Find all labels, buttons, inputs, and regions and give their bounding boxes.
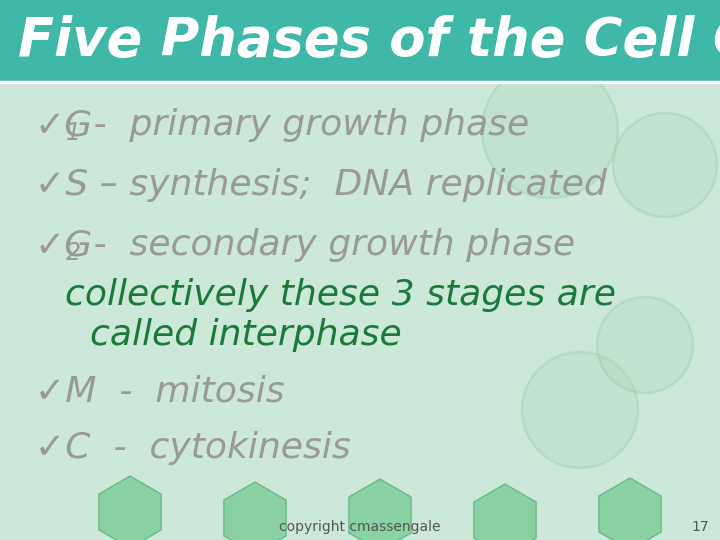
Polygon shape [599, 478, 661, 540]
Text: 17: 17 [691, 520, 708, 534]
Text: -  secondary growth phase: - secondary growth phase [82, 228, 575, 262]
Text: copyright cmassengale: copyright cmassengale [279, 520, 441, 534]
Text: 2: 2 [66, 241, 81, 265]
Text: ✓C  -  cytokinesis: ✓C - cytokinesis [35, 431, 351, 465]
Text: -  primary growth phase: - primary growth phase [82, 108, 529, 142]
Circle shape [613, 113, 717, 217]
Circle shape [597, 297, 693, 393]
Text: 1: 1 [66, 121, 81, 145]
Polygon shape [474, 484, 536, 540]
Text: ✓M  -  mitosis: ✓M - mitosis [35, 375, 284, 409]
Polygon shape [348, 479, 411, 540]
Text: Five Phases of the Cell Cycle: Five Phases of the Cell Cycle [18, 15, 720, 67]
Circle shape [522, 352, 638, 468]
Polygon shape [224, 482, 286, 540]
Polygon shape [99, 476, 161, 540]
Text: ✓G: ✓G [35, 108, 94, 142]
Text: ✓G: ✓G [35, 228, 94, 262]
Circle shape [482, 62, 618, 198]
Text: ✓S – synthesis;  DNA replicated: ✓S – synthesis; DNA replicated [35, 168, 607, 202]
FancyBboxPatch shape [0, 0, 720, 82]
Text: collectively these 3 stages are: collectively these 3 stages are [65, 278, 616, 312]
Text: called interphase: called interphase [90, 318, 402, 352]
